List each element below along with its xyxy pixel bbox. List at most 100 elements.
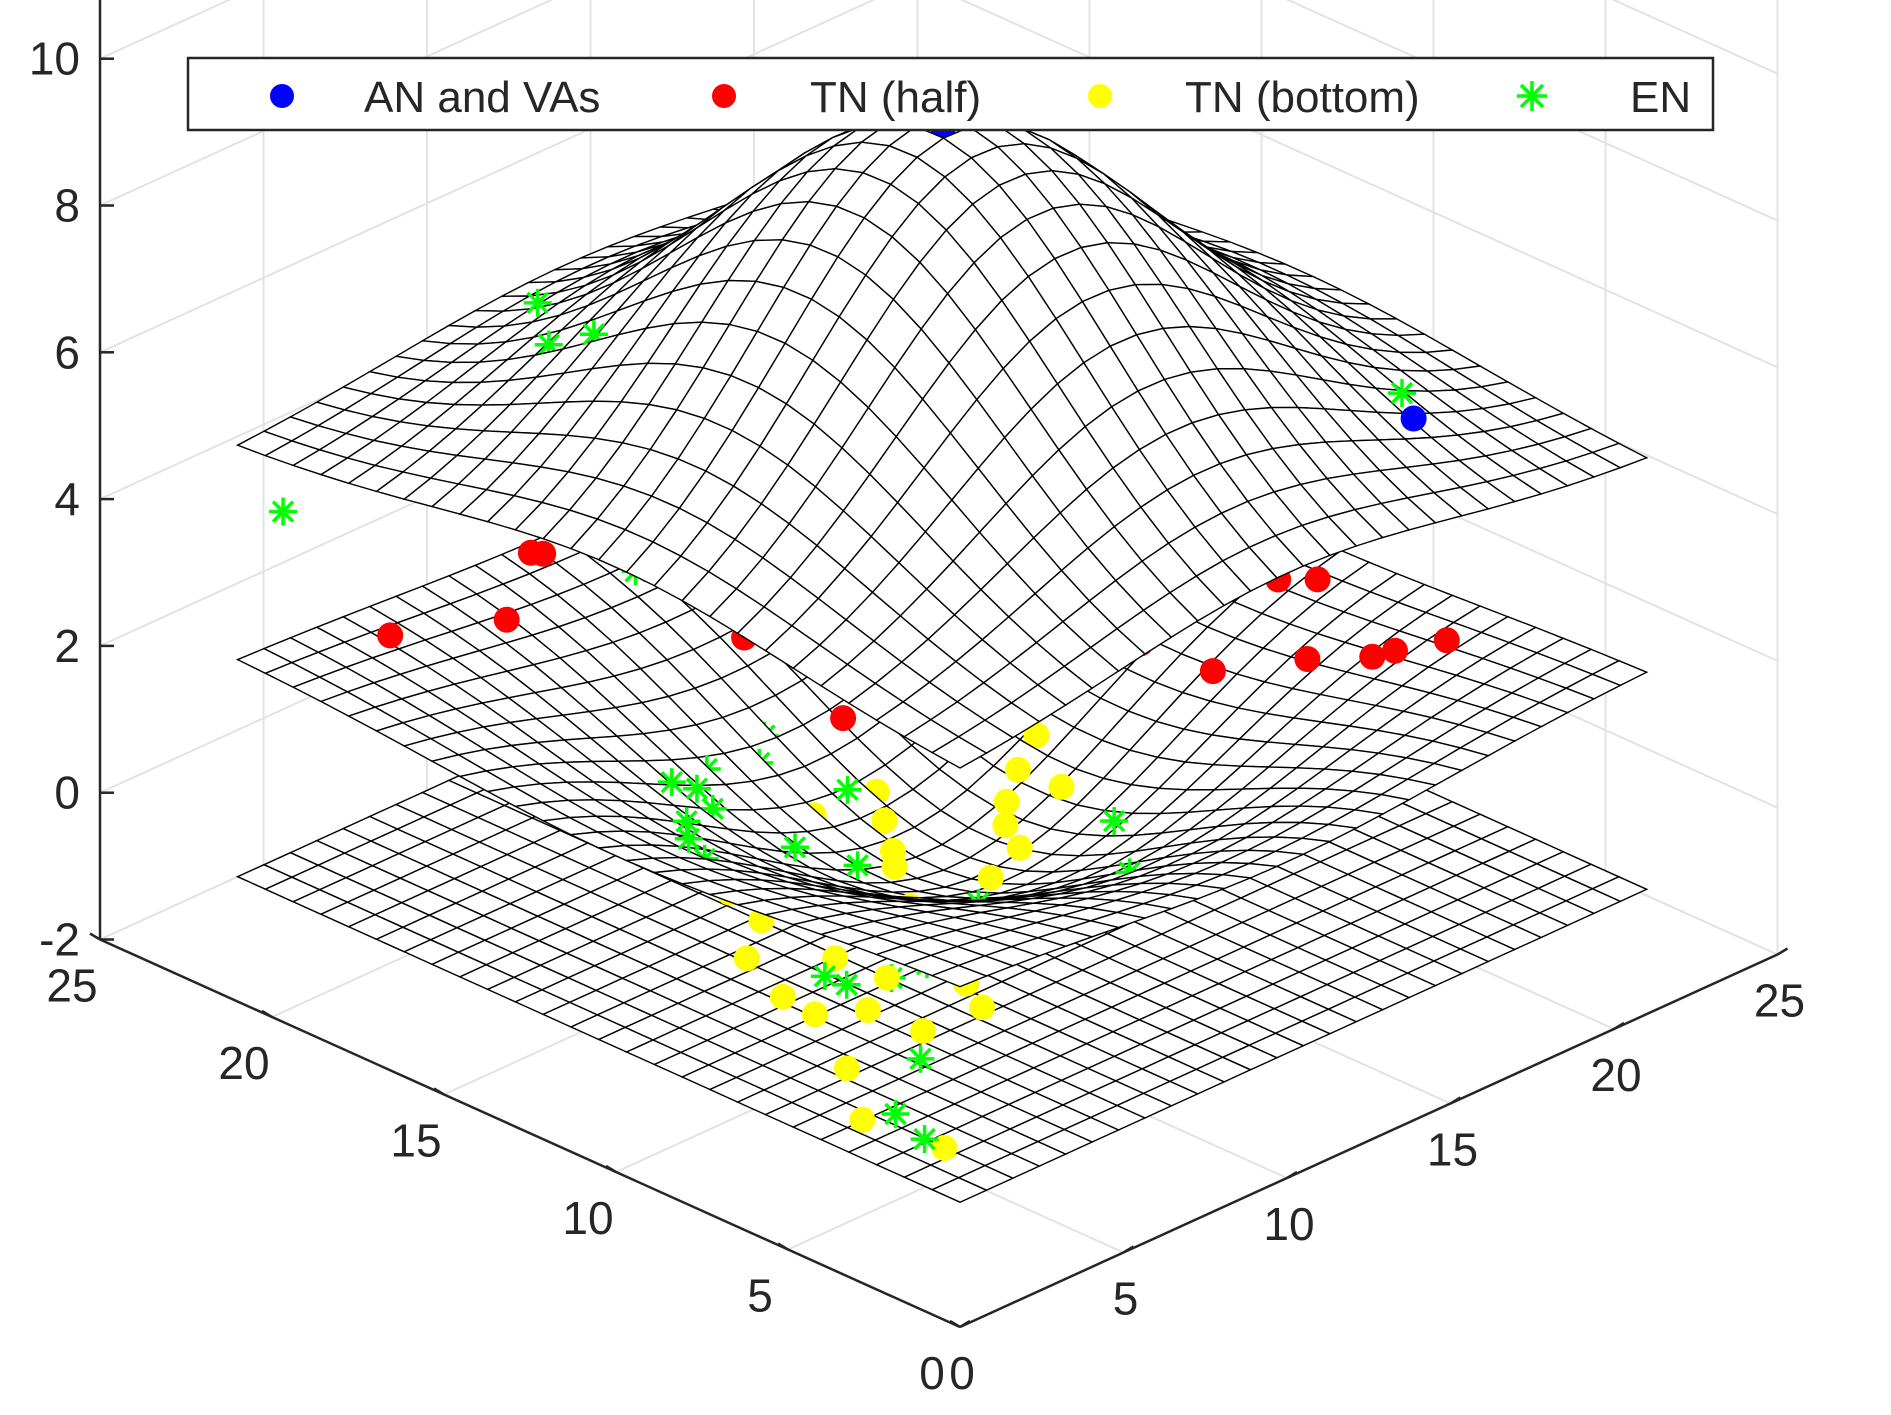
en-point (833, 775, 862, 804)
tn-bottom-point (1023, 722, 1050, 749)
y-tick-mark (605, 1164, 617, 1174)
y-tick-label: 0 (919, 1347, 945, 1399)
tn-bottom-point (1006, 834, 1033, 861)
tn-bottom-point (849, 1106, 876, 1133)
tn-bottom-point (833, 1055, 860, 1082)
legend-entry-en: EN (1517, 73, 1691, 122)
en-point (906, 1044, 935, 1073)
tn-half-point (1382, 637, 1408, 664)
en-point (682, 774, 711, 803)
en-point (881, 1100, 910, 1129)
en-point (1100, 807, 1129, 836)
en-point (657, 768, 686, 797)
x-tick-mark (1286, 1170, 1298, 1180)
z-tick-label: 4 (54, 473, 80, 525)
tn-half-point (517, 539, 544, 566)
tn-half-point (493, 606, 520, 633)
legend-label-tn-half: TN (half) (810, 73, 981, 122)
tn-bottom-point (992, 812, 1019, 839)
y-tick-label: 25 (46, 960, 97, 1012)
x-axis-line (959, 953, 1779, 1329)
y-tick-label: 20 (218, 1037, 269, 1089)
legend-box (186, 56, 1715, 132)
legend: AN and VAs TN (half) TN (bottom) EN (186, 56, 1715, 132)
tick-labels: -202468101205101520250510152025 (29, 33, 1805, 1399)
x-tick-label: 15 (1427, 1124, 1478, 1176)
en-point (781, 833, 809, 862)
z-tick-label: 6 (54, 326, 80, 378)
y-tick-mark (433, 1087, 445, 1096)
top-gaussian-mesh-cell (930, 735, 988, 769)
x-tick-label: 25 (1754, 975, 1805, 1027)
y-tick-mark (949, 1319, 961, 1329)
z-tick-label: 2 (54, 620, 80, 672)
legend-label-en: EN (1630, 73, 1691, 122)
legend-label-an-vas: AN and VAs (364, 73, 600, 122)
x-tick-label: 5 (1113, 1273, 1139, 1325)
tn-half-point (1199, 658, 1226, 685)
tn-half-point (1294, 646, 1321, 672)
plot-marks (235, 108, 1649, 1203)
y-tick-mark (777, 1242, 789, 1251)
x-tick-mark (1449, 1096, 1462, 1105)
legend-entry-tn-half: TN (half) (712, 73, 981, 122)
middle-gaussian-mesh-cell (930, 964, 989, 988)
y-tick-label: 5 (747, 1270, 773, 1322)
tn-bottom-point (910, 1018, 936, 1044)
legend-label-tn-bottom: TN (bottom) (1185, 73, 1420, 122)
y-axis-line (99, 938, 961, 1329)
tn-bottom-point (931, 1134, 958, 1161)
z-tick-label: 0 (54, 767, 80, 819)
tn-half-point (830, 705, 857, 732)
tn-bottom-point (871, 807, 898, 834)
en-point (523, 288, 552, 317)
x-tick-label: 0 (949, 1347, 975, 1399)
tn-bottom-point (1048, 773, 1075, 800)
legend-entry-an-vas: AN and VAs (270, 73, 600, 122)
tn-bottom-point (874, 964, 900, 991)
z-tick-label: -2 (39, 914, 80, 966)
x-tick-mark (959, 1319, 971, 1329)
tn-half-point (377, 622, 404, 649)
legend-marker-tn-half (712, 84, 736, 108)
tn-bottom-point (822, 945, 849, 972)
x-tick-label: 10 (1263, 1198, 1314, 1250)
tn-bottom-point (801, 1001, 828, 1028)
y-tick-mark (261, 1009, 273, 1019)
tn-half-point (1304, 566, 1331, 593)
y-tick-mark (89, 932, 101, 941)
tn-bottom-point (1004, 756, 1031, 783)
en-point (674, 824, 703, 853)
en-point (269, 497, 298, 526)
axes-frame (89, 0, 1789, 1329)
z-tick-label: 10 (29, 33, 80, 85)
y-tick-label: 10 (562, 1192, 613, 1244)
an-vas-point (1400, 405, 1427, 432)
tn-bottom-point (977, 864, 1004, 891)
legend-marker-tn-bottom (1088, 84, 1112, 108)
tn-bottom-point (854, 997, 881, 1023)
en-point (1388, 379, 1416, 408)
tn-bottom-point (733, 945, 760, 972)
y-tick-label: 15 (390, 1115, 441, 1167)
bottom-flat-mesh-cell (930, 1176, 989, 1203)
x-tick-mark (1776, 947, 1789, 956)
en-point (810, 962, 839, 991)
legend-marker-an-vas (270, 84, 294, 108)
z-tick-label: 8 (54, 180, 80, 232)
x-tick-mark (1613, 1021, 1625, 1031)
legend-marker-en (1517, 81, 1547, 111)
en-point (910, 1125, 939, 1154)
tn-half-point (1433, 627, 1460, 654)
en-point (832, 970, 861, 999)
en-point (843, 851, 872, 880)
x-tick-mark (1122, 1245, 1135, 1254)
tn-bottom-point (993, 788, 1020, 815)
legend-entry-tn-bottom: TN (bottom) (1088, 73, 1420, 122)
z-gridline (99, 0, 1778, 369)
tn-bottom-point (969, 994, 996, 1021)
x-tick-label: 20 (1590, 1049, 1641, 1101)
tn-bottom-point (769, 983, 796, 1010)
tn-bottom-point (881, 853, 908, 880)
